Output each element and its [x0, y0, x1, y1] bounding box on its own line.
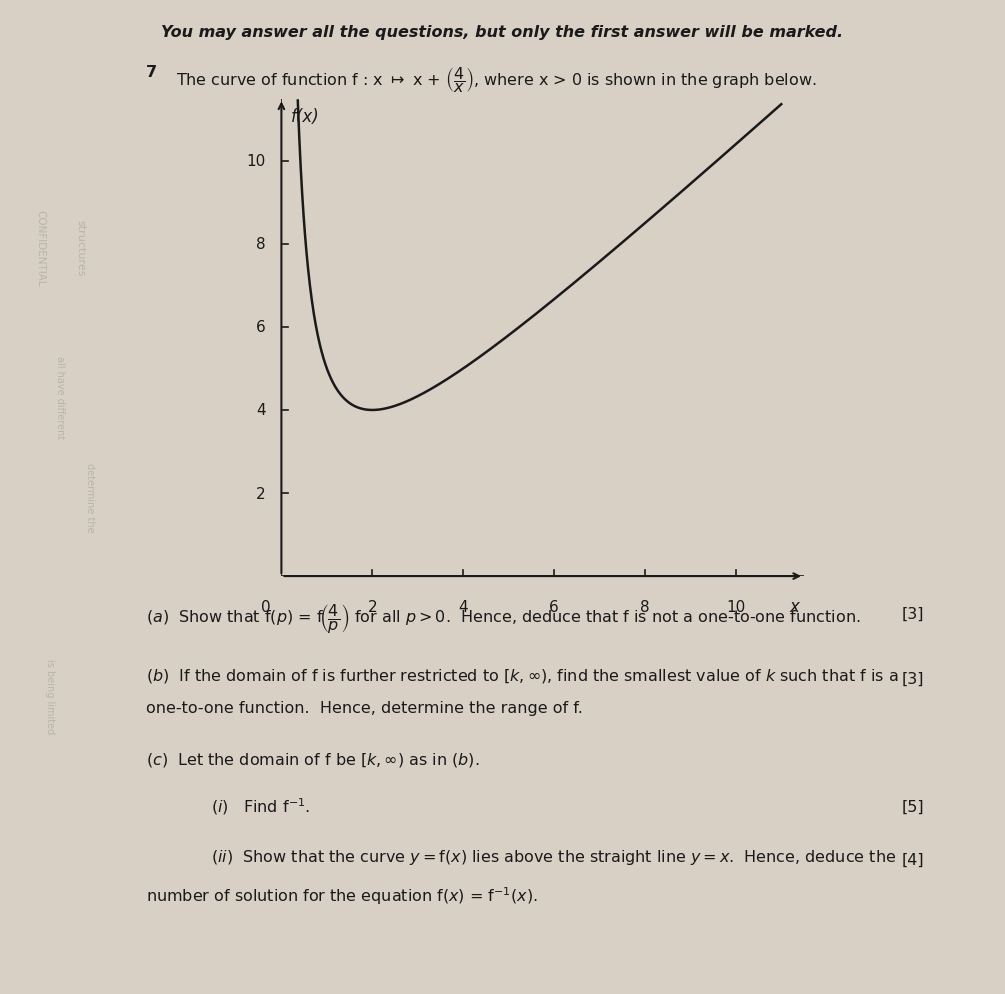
Text: 4: 4	[458, 599, 468, 614]
Text: 7: 7	[146, 65, 157, 80]
Text: 10: 10	[246, 154, 265, 169]
Text: one-to-one function.  Hence, determine the range of f.: one-to-one function. Hence, determine th…	[146, 701, 583, 716]
Text: $(a)$  Show that f$(p)$ = f$\!\left(\dfrac{4}{p}\right)$ for all $p > 0$.  Hence: $(a)$ Show that f$(p)$ = f$\!\left(\dfra…	[146, 601, 860, 634]
Text: 0: 0	[260, 599, 270, 614]
Text: number of solution for the equation f$(x)$ = f$^{-1}(x)$.: number of solution for the equation f$(x…	[146, 885, 538, 907]
Text: 6: 6	[255, 320, 265, 335]
Text: determine the: determine the	[85, 462, 95, 532]
Text: 4: 4	[256, 404, 265, 418]
Text: 6: 6	[549, 599, 559, 614]
Text: The curve of function f : x $\mapsto$ x + $\left(\dfrac{4}{x}\right)$, where x >: The curve of function f : x $\mapsto$ x …	[176, 65, 816, 94]
Text: [5]: [5]	[901, 799, 925, 814]
Text: 8: 8	[256, 238, 265, 252]
Text: $(b)$  If the domain of f is further restricted to $[k,\infty)$, find the smalle: $(b)$ If the domain of f is further rest…	[146, 666, 898, 684]
Text: all have different: all have different	[55, 356, 65, 439]
Text: f(x): f(x)	[290, 107, 320, 125]
Text: [3]: [3]	[902, 606, 925, 621]
Text: 2: 2	[256, 486, 265, 501]
Text: CONFIDENTIAL: CONFIDENTIAL	[35, 210, 45, 287]
Text: $(ii)$  Show that the curve $y = \mathrm{f}(x)$ lies above the straight line $y : $(ii)$ Show that the curve $y = \mathrm{…	[211, 847, 896, 866]
Text: x: x	[790, 597, 799, 615]
Text: $(i)$   Find f$^{-1}$.: $(i)$ Find f$^{-1}$.	[211, 795, 311, 816]
Text: 10: 10	[727, 599, 746, 614]
Text: [4]: [4]	[901, 852, 925, 867]
Text: [3]: [3]	[902, 671, 925, 686]
Text: is being limited: is being limited	[45, 658, 55, 734]
Text: 8: 8	[640, 599, 650, 614]
Text: structures: structures	[75, 221, 85, 276]
Text: You may answer all the questions, but only the first answer will be marked.: You may answer all the questions, but on…	[162, 25, 843, 40]
Text: 2: 2	[368, 599, 377, 614]
Text: $(c)$  Let the domain of f be $[k,\infty)$ as in $(b)$.: $(c)$ Let the domain of f be $[k,\infty)…	[146, 750, 479, 768]
